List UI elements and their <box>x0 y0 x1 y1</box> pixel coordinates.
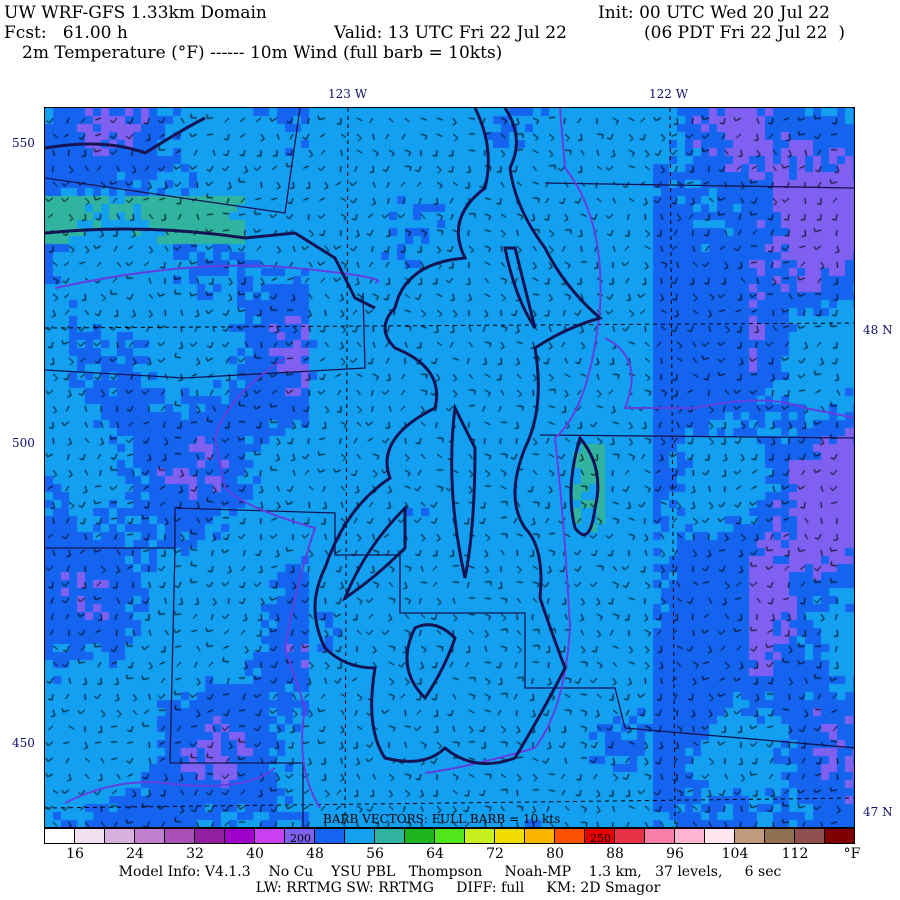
colorbar-tick: 40 <box>246 846 264 862</box>
colorbar-swatch <box>225 829 255 843</box>
model-title: UW WRF-GFS 1.33km Domain <box>4 3 267 23</box>
colorbar-swatch <box>405 829 435 843</box>
colorbar-swatch <box>585 829 615 843</box>
valid-time: Valid: 13 UTC Fri 22 Jul 22 <box>334 23 567 43</box>
colorbar-swatch <box>345 829 375 843</box>
physics-info: LW: RRTMG SW: RRTMG DIFF: full KM: 2D Sm… <box>255 880 661 896</box>
lon-label-123w: 123 W <box>328 87 368 101</box>
colorbar-swatch <box>285 829 315 843</box>
colorbar-swatch <box>735 829 765 843</box>
colorbar-tick: 64 <box>426 846 444 862</box>
latlon-grid <box>45 108 854 827</box>
colorbar-tick: 104 <box>721 846 749 862</box>
colorbar-swatch <box>315 829 345 843</box>
colorbar-tick: 16 <box>66 846 84 862</box>
model-info: Model Info: V4.1.3 No Cu YSU PBL Thompso… <box>118 864 782 880</box>
colorbar-swatch <box>615 829 645 843</box>
colorbar-tick: 112 <box>781 846 809 862</box>
colorbar-swatch <box>555 829 585 843</box>
colorbar-tick: 32 <box>186 846 204 862</box>
colorbar-swatch <box>165 829 195 843</box>
colorbar-tick: 56 <box>366 846 384 862</box>
overlay-label-200: 200 <box>290 832 311 845</box>
grid-label-450: 450 <box>12 736 35 750</box>
grid-label-550: 550 <box>12 136 35 150</box>
county-borders <box>45 108 854 827</box>
state-borders <box>54 108 854 809</box>
lat-label-47n: 47 N <box>863 805 893 819</box>
field-description: 2m Temperature (°F) ------ 10m Wind (ful… <box>22 43 503 63</box>
colorbar-swatch <box>675 829 705 843</box>
temperature-map: BARB VECTORS: FULL BARB = 10 kts <box>44 107 855 828</box>
colorbar-tick: 80 <box>546 846 564 862</box>
colorbar-swatch <box>135 829 165 843</box>
colorbar-unit: °F <box>843 846 861 862</box>
colorbar-swatch <box>75 829 105 843</box>
colorbar-swatch <box>105 829 135 843</box>
colorbar-swatch <box>645 829 675 843</box>
colorbar-swatch <box>495 829 525 843</box>
colorbar-swatch <box>255 829 285 843</box>
forecast-hour: Fcst: 61.00 h <box>4 23 128 43</box>
overlay-label-250: 250 <box>590 832 611 845</box>
colorbar-swatch <box>435 829 465 843</box>
colorbar-swatch <box>795 829 825 843</box>
grid-label-500: 500 <box>12 436 35 450</box>
colorbar-swatch <box>765 829 795 843</box>
colorbar-tick: 24 <box>126 846 144 862</box>
colorbar-tick: 48 <box>306 846 324 862</box>
colorbar-swatch <box>375 829 405 843</box>
barb-caption: BARB VECTORS: FULL BARB = 10 kts <box>323 812 560 826</box>
coastline <box>45 108 604 766</box>
colorbar-swatch <box>195 829 225 843</box>
temperature-field <box>45 108 854 827</box>
local-time: (06 PDT Fri 22 Jul 22 ) <box>644 23 845 43</box>
colorbar-tick: 96 <box>666 846 684 862</box>
colorbar-swatch <box>45 829 75 843</box>
colorbar-swatch <box>525 829 555 843</box>
colorbar-swatch <box>705 829 735 843</box>
colorbar-swatch <box>825 829 854 843</box>
lon-label-122w: 122 W <box>649 87 689 101</box>
geography-overlay: BARB VECTORS: FULL BARB = 10 kts <box>45 108 854 827</box>
colorbar-tick: 72 <box>486 846 504 862</box>
lat-label-48n: 48 N <box>863 323 893 337</box>
init-time: Init: 00 UTC Wed 20 Jul 22 <box>598 3 830 23</box>
colorbar <box>44 828 855 844</box>
colorbar-swatch <box>465 829 495 843</box>
colorbar-tick: 88 <box>606 846 624 862</box>
